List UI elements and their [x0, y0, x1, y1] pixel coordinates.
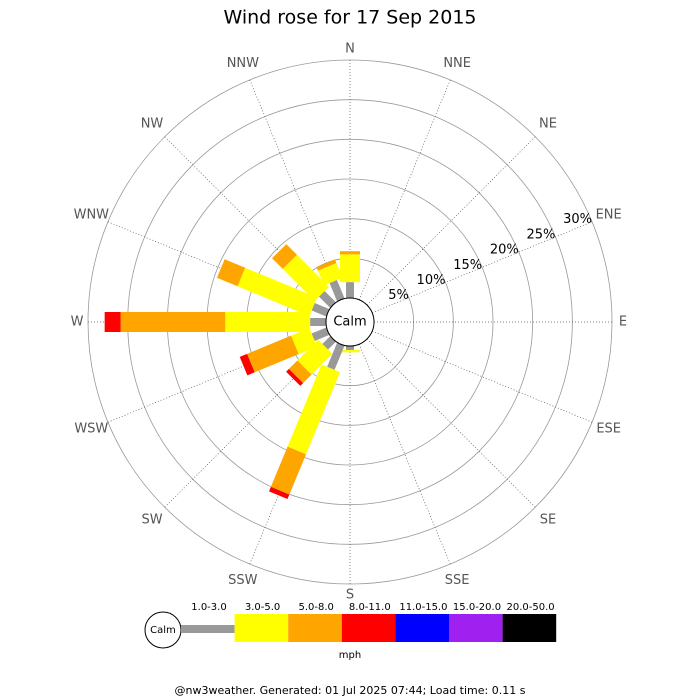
legend-swatch: [181, 625, 235, 633]
wind-bar: [327, 342, 345, 370]
legend-swatch: [341, 614, 396, 642]
r-tick-label: 15%: [453, 258, 482, 273]
legend-swatch: [502, 614, 557, 642]
legend-label: 20.0-50.0: [507, 602, 555, 613]
direction-label: ESE: [596, 422, 621, 437]
wind-bar: [316, 259, 337, 271]
footer: @nw3weather. Generated: 01 Jul 2025 07:4…: [175, 684, 526, 697]
legend-label: 5.0-8.0: [298, 602, 333, 613]
direction-label: WSW: [74, 422, 108, 437]
direction-label: SSW: [228, 573, 258, 588]
direction-label: SE: [540, 512, 556, 527]
direction-label: NE: [539, 117, 557, 132]
wind-bar: [120, 312, 226, 332]
direction-label: W: [71, 315, 84, 330]
r-tick-label: 5%: [388, 288, 409, 303]
wind-bar: [216, 259, 246, 287]
wind-bar: [329, 279, 345, 302]
legend-swatch: [395, 614, 449, 642]
legend-swatch: [288, 614, 342, 642]
wind-bar: [247, 335, 299, 373]
wind-bar: [297, 339, 333, 375]
bars: [104, 244, 360, 499]
wind-bar: [311, 327, 330, 341]
wind-bar: [318, 290, 336, 308]
legend-label: 15.0-20.0: [453, 602, 501, 613]
wind-bar: [270, 446, 307, 495]
direction-label: ENE: [596, 207, 622, 222]
grid: 5% 10% 15% 20% 25% 30% N NNE NE ENE E ESE SE SSE S SSW S…: [71, 42, 628, 603]
wind-bar: [287, 364, 341, 455]
wind-bar: [286, 368, 304, 386]
legend-swatch: [449, 614, 503, 642]
wind-bar: [237, 267, 317, 316]
r-tick-label: 25%: [527, 227, 556, 242]
direction-label: WNW: [74, 207, 110, 222]
wind-bar: [310, 318, 326, 326]
legend-swatch: [234, 614, 289, 642]
wind-bar: [340, 251, 360, 255]
legend-calm-label: Calm: [150, 625, 176, 636]
wind-bar: [346, 346, 354, 350]
direction-label: SSE: [445, 573, 470, 588]
wind-bar: [322, 336, 336, 350]
spoke: [372, 221, 593, 314]
wind-bar: [239, 353, 255, 376]
spoke: [366, 338, 536, 508]
direction-label: NNW: [227, 56, 259, 71]
r-tick-label: 30%: [563, 212, 592, 227]
wind-bar: [104, 312, 121, 332]
spoke: [358, 79, 451, 300]
wind-bar: [340, 254, 360, 283]
wind-bar: [269, 486, 290, 499]
spoke: [366, 136, 536, 306]
direction-label: SW: [141, 512, 162, 527]
wind-bar: [225, 312, 311, 332]
direction-label: NNE: [443, 56, 471, 71]
calm-label: Calm: [333, 315, 366, 330]
r-tick-label: 10%: [417, 273, 446, 288]
legend-label: 11.0-15.0: [399, 602, 447, 613]
legend-label: 1.0-3.0: [191, 602, 226, 613]
wind-bar: [346, 282, 354, 298]
chart-title: Wind rose for 17 Sep 2015: [223, 7, 476, 29]
legend-label: 3.0-5.0: [245, 602, 280, 613]
wind-bar: [291, 328, 317, 355]
spoke: [372, 330, 593, 423]
wind-bar: [317, 263, 343, 286]
direction-label: E: [619, 315, 627, 330]
direction-label: NW: [141, 117, 164, 132]
legend-label: 8.0-11.0: [349, 602, 391, 613]
wind-bar: [340, 349, 360, 353]
legend: Calm mph 1.0-3.0 3.0-5.0 5.0-8.0 8.0-11.0 11…: [144, 602, 557, 661]
spoke: [358, 344, 451, 565]
unit-label: mph: [339, 650, 361, 661]
wind-bar: [282, 254, 329, 301]
direction-label: S: [346, 588, 354, 603]
calm-circle: [325, 297, 375, 347]
r-tick-label: 20%: [490, 243, 519, 258]
wind-bar: [288, 360, 312, 384]
wind-bar: [272, 244, 297, 269]
direction-label: N: [345, 42, 355, 57]
wind-bar: [311, 303, 330, 317]
